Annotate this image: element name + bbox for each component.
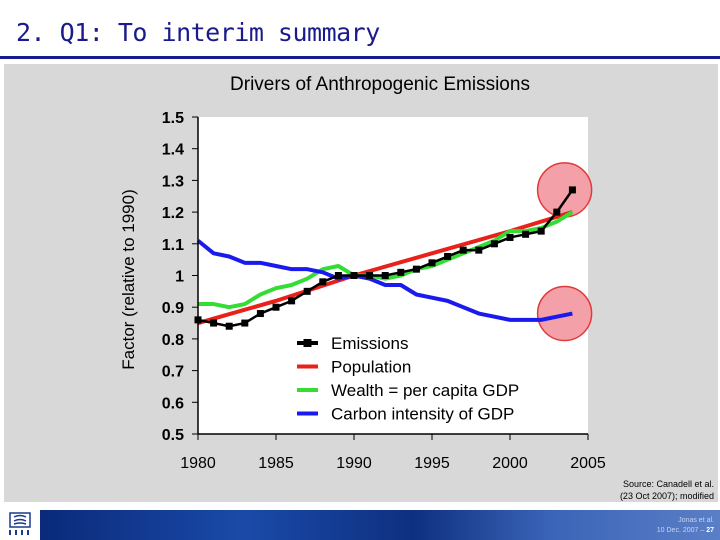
footer-credit: Jonas et al. 10 Dec. 2007 – 27 (657, 516, 714, 536)
emissions-point (241, 319, 249, 327)
emissions-point (553, 208, 561, 216)
emissions-point (350, 272, 358, 279)
emissions-point (303, 287, 311, 295)
y-tick-label: 1.3 (162, 173, 184, 190)
emissions-point (272, 303, 280, 311)
slide-title: 2. Q1: To interim summary (16, 18, 380, 47)
series-line-population (197, 210, 573, 325)
x-tick-label: 1995 (414, 455, 450, 472)
source-line-1: Source: Canadell et al. (622, 479, 714, 489)
footer-bar (40, 510, 720, 540)
emissions-point (288, 297, 296, 305)
title-underline (0, 56, 720, 59)
emissions-point (397, 268, 405, 276)
emissions-point (428, 259, 436, 267)
organization-logo-icon (9, 512, 31, 535)
source-note: Source: Canadell et al. (23 Oct 2007); m… (620, 478, 714, 502)
emissions-point (334, 272, 342, 279)
credit-author: Jonas et al. (678, 517, 714, 524)
emissions-point (522, 230, 530, 238)
emissions-point (490, 240, 498, 248)
emissions-point (319, 278, 327, 286)
y-tick-label: 1 (175, 269, 184, 286)
x-tick-label: 2005 (570, 455, 606, 472)
series-line-carbon-intensity-of-gdp (196, 239, 573, 322)
y-tick-label: 0.8 (162, 332, 184, 349)
emissions-point (475, 246, 483, 254)
y-tick-label: 0.7 (162, 364, 184, 381)
y-tick-label: 0.9 (162, 300, 184, 317)
emissions-point (568, 186, 576, 194)
emissions-point (381, 272, 389, 279)
y-tick-label: 1.2 (162, 205, 184, 222)
y-tick-label: 0.6 (162, 395, 184, 412)
y-tick-label: 1.5 (162, 110, 184, 127)
emissions-point (210, 319, 218, 327)
x-tick-label: 1990 (336, 455, 372, 472)
legend-marker (303, 339, 312, 347)
legend-label: Carbon intensity of GDP (331, 405, 514, 424)
y-tick-label: 0.5 (162, 427, 184, 444)
page-number: 27 (706, 527, 714, 534)
credit-date: 10 Dec. 2007 – (656, 527, 707, 534)
emissions-point (412, 265, 420, 273)
emissions-point (506, 233, 514, 241)
emissions-point (366, 272, 374, 279)
emissions-point (459, 246, 467, 254)
emissions-point (444, 252, 452, 260)
source-line-2: (23 Oct 2007); modified (619, 491, 714, 501)
x-tick-label: 2000 (492, 455, 528, 472)
emissions-point (256, 310, 264, 318)
x-tick-label: 1980 (180, 455, 216, 472)
y-axis-label: Factor (relative to 1990) (119, 189, 138, 369)
emissions-point (225, 322, 233, 330)
legend-label: Wealth = per capita GDP (331, 381, 519, 400)
chart-title: Drivers of Anthropogenic Emissions (230, 74, 530, 95)
y-tick-label: 1.1 (162, 237, 184, 254)
legend-label: Population (331, 358, 411, 377)
y-tick-label: 1.4 (162, 142, 184, 159)
emissions-point (537, 227, 545, 235)
legend-label: Emissions (331, 334, 408, 353)
x-tick-label: 1985 (258, 455, 294, 472)
highlight-circle (536, 162, 593, 218)
